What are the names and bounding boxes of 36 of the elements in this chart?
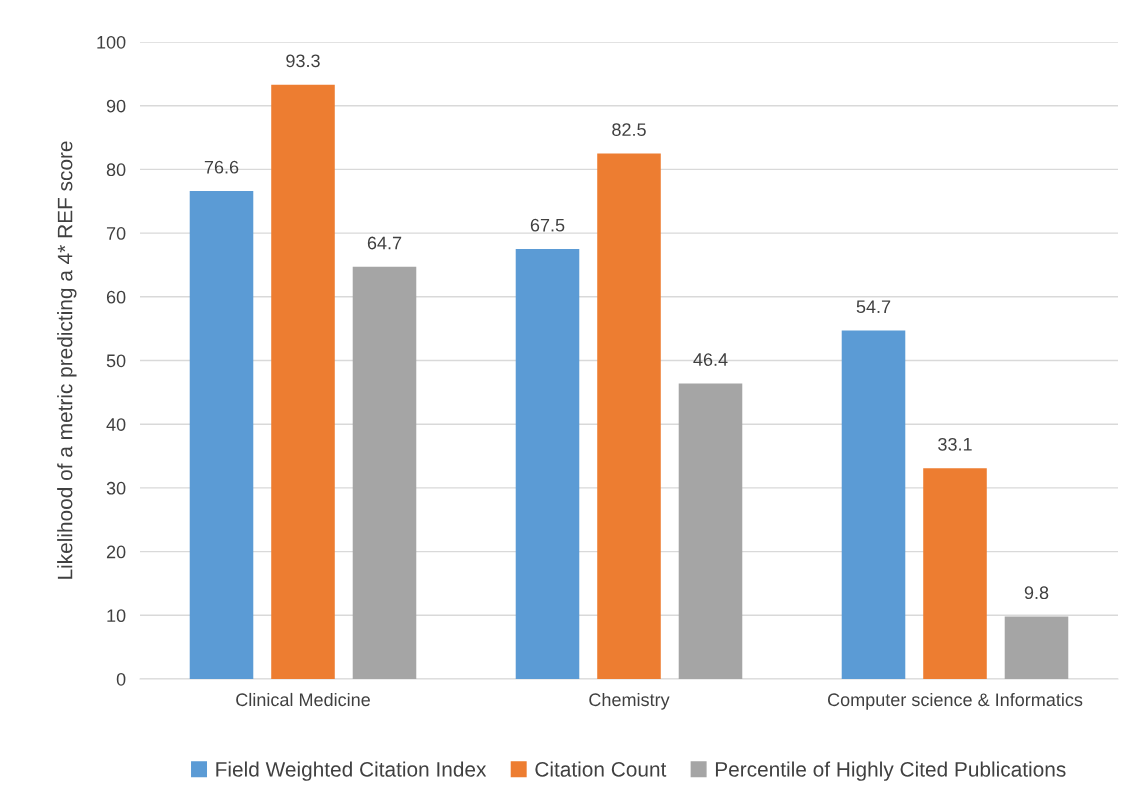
y-tick-label: 80: [106, 163, 126, 177]
data-label: 64.7: [367, 236, 402, 250]
bar: [923, 468, 987, 679]
x-tick-label: Chemistry: [589, 692, 670, 710]
bar: [515, 249, 580, 679]
bar: [678, 383, 743, 679]
legend-label: Percentile of Highly Cited Publications: [715, 761, 1066, 781]
bar: [1004, 616, 1069, 679]
data-label: 9.8: [1024, 586, 1049, 600]
y-axis-title: Likelihood of a metric predicting a 4* REF score: [57, 141, 77, 579]
x-tick-label: Computer science & Informatics: [827, 692, 1083, 710]
data-label: 54.7: [856, 300, 891, 314]
y-tick-label: 50: [106, 354, 126, 368]
data-label: 82.5: [612, 123, 646, 137]
y-tick-label: 100: [97, 35, 126, 49]
y-tick-label: 60: [106, 290, 126, 304]
data-label: 33.1: [938, 437, 972, 451]
bar: [597, 153, 661, 679]
bar: [841, 330, 906, 679]
bar: [352, 266, 417, 679]
bar: [189, 191, 254, 679]
data-label: 76.6: [204, 160, 239, 174]
y-tick-label: 10: [107, 609, 126, 623]
y-tick-label: 90: [106, 99, 126, 113]
data-label: 46.4: [693, 353, 728, 366]
y-tick-label: 20: [106, 545, 126, 559]
y-tick-label: 40: [106, 418, 126, 431]
x-tick-label: Clinical Medicine: [236, 692, 370, 707]
legend-label: Citation Count: [535, 761, 667, 777]
bar: [271, 84, 335, 679]
data-label: 67.5: [530, 218, 565, 232]
y-tick-label: 0: [116, 672, 126, 686]
data-label: 93.3: [286, 54, 320, 68]
y-tick-label: 70: [106, 227, 126, 240]
y-tick-label: 30: [106, 481, 126, 495]
legend-label: Field Weighted Citation Index: [216, 761, 487, 781]
